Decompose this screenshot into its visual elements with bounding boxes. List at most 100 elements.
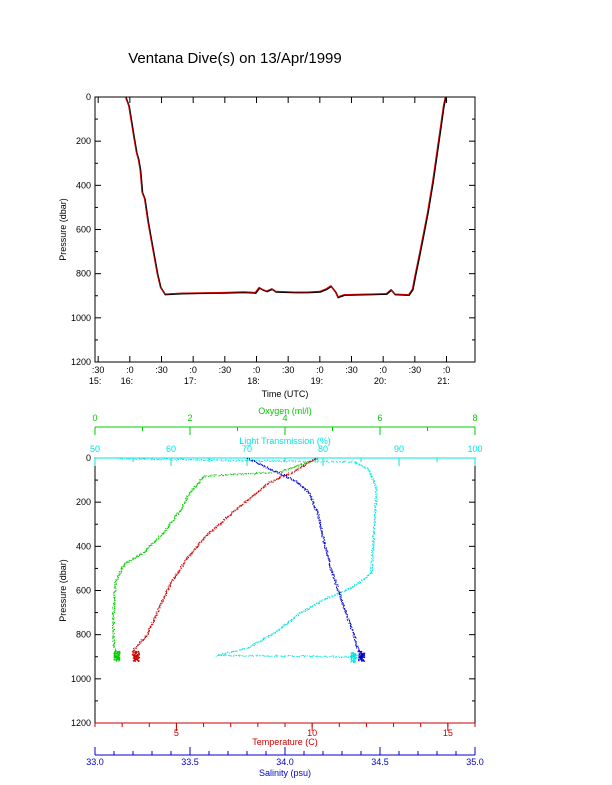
transmission-point — [302, 654, 304, 656]
oxygen-point — [287, 468, 289, 470]
x-tick-label-hour: 16: — [121, 376, 134, 386]
salinity-point — [336, 584, 338, 586]
salinity-point — [338, 590, 340, 592]
temperature-point — [137, 657, 140, 659]
oxygen-point — [113, 626, 115, 628]
transmission-point — [337, 593, 339, 595]
transmission-point — [211, 460, 213, 461]
oxygen-point — [187, 498, 189, 500]
temperature-point — [218, 523, 219, 525]
transmission-point — [260, 639, 262, 641]
oxygen-point — [112, 627, 113, 629]
transmission-point — [216, 459, 218, 461]
oxygen-point — [291, 467, 293, 469]
temperature-point — [236, 507, 238, 509]
oxygen-point — [115, 582, 117, 584]
transmission-point — [312, 655, 314, 656]
temperature-point — [215, 527, 217, 529]
oxygen-point — [121, 569, 123, 571]
transmission-point — [314, 655, 316, 657]
transmission-point — [314, 604, 316, 606]
oxygen-point — [112, 608, 114, 610]
transmission-point — [189, 459, 191, 461]
oxygen-point — [112, 623, 114, 625]
oxygen-point — [116, 652, 119, 654]
temperature-point — [144, 637, 146, 639]
transmission-point — [369, 573, 371, 574]
temperature-point — [272, 481, 274, 483]
transmission-point — [259, 461, 261, 462]
transmission-point — [238, 655, 239, 657]
temperature-point — [162, 599, 164, 601]
transmission-point — [373, 518, 375, 520]
oxygen-point — [233, 473, 235, 475]
temperature-point — [157, 610, 159, 612]
transmission-point — [309, 608, 310, 610]
y-tick-label: 600 — [76, 225, 91, 235]
transmission-point — [134, 458, 136, 460]
temperature-point — [208, 532, 210, 534]
transmission-point — [303, 461, 305, 463]
oxygen-point — [256, 473, 258, 475]
transmission-point — [374, 517, 376, 519]
temperature-point — [255, 493, 257, 495]
transmission-point — [352, 660, 354, 662]
transmission-point — [262, 640, 264, 642]
transmission-point — [350, 654, 352, 656]
salinity-point — [254, 460, 255, 462]
transmission-point — [315, 604, 316, 606]
transmission-point — [348, 656, 350, 658]
salinity-point — [358, 654, 360, 656]
transmission-point — [286, 461, 288, 463]
oxygen-point — [196, 484, 198, 486]
oxygen-point — [114, 651, 117, 653]
transmission-point — [322, 460, 324, 462]
transmission-point — [230, 460, 232, 462]
transmission-point — [117, 457, 119, 459]
oxygen-point — [275, 471, 277, 473]
temperature-point — [223, 519, 225, 521]
salinity-point — [342, 604, 344, 606]
salinity-point — [293, 480, 295, 482]
temperature-point — [208, 531, 210, 533]
oxygen-point — [132, 557, 134, 559]
temperature-point — [212, 529, 214, 530]
temperature-point — [251, 495, 253, 497]
transmission-point — [136, 457, 138, 459]
transmission-point — [324, 598, 326, 600]
transmission-point — [235, 655, 237, 657]
oxygen-point — [168, 527, 170, 529]
temperature-point — [197, 547, 198, 549]
transmission-tick-label: 60 — [166, 444, 176, 454]
temperature-point — [150, 627, 152, 629]
oxygen-point — [171, 521, 173, 523]
temperature-point — [237, 508, 239, 510]
temperature-point — [301, 466, 303, 467]
salinity-axis-label: Salinity (psu) — [259, 768, 311, 778]
oxygen-point — [136, 554, 138, 556]
transmission-point — [375, 489, 377, 491]
oxygen-point — [238, 473, 240, 475]
salinity-point — [345, 610, 347, 612]
salinity-point — [318, 520, 320, 522]
oxygen-point — [209, 475, 211, 477]
temperature-point — [247, 498, 249, 500]
oxygen-point — [114, 655, 116, 657]
temperature-point — [182, 566, 184, 568]
oxygen-point — [158, 537, 160, 539]
salinity-point — [346, 618, 348, 620]
transmission-point — [313, 461, 315, 463]
salinity-point — [310, 496, 312, 498]
transmission-point — [236, 654, 238, 656]
temperature-point — [276, 478, 278, 480]
temperature-point — [182, 565, 184, 567]
transmission-point — [372, 536, 374, 538]
temperature-point — [276, 478, 277, 480]
oxygen-point — [252, 472, 254, 474]
temperature-series — [131, 458, 317, 662]
transmission-point — [370, 476, 372, 477]
temperature-point — [163, 596, 165, 598]
transmission-point — [338, 657, 340, 658]
temperature-point — [277, 478, 279, 480]
transmission-point — [333, 595, 335, 597]
